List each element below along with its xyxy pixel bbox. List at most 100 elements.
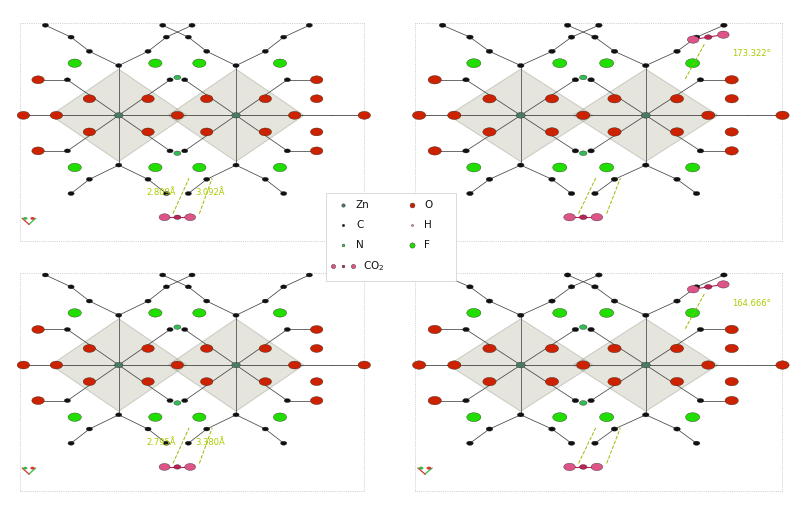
- Circle shape: [466, 413, 481, 422]
- Circle shape: [83, 344, 96, 353]
- Circle shape: [686, 413, 700, 422]
- Text: Zn: Zn: [356, 199, 370, 210]
- Circle shape: [419, 217, 424, 220]
- Circle shape: [284, 149, 291, 153]
- Circle shape: [142, 344, 154, 353]
- Circle shape: [697, 149, 704, 153]
- Circle shape: [642, 163, 649, 167]
- Circle shape: [31, 147, 44, 155]
- Circle shape: [553, 413, 567, 422]
- Circle shape: [568, 285, 575, 289]
- Circle shape: [564, 463, 575, 471]
- Circle shape: [115, 413, 122, 417]
- Circle shape: [600, 163, 614, 172]
- Circle shape: [686, 163, 700, 172]
- Circle shape: [83, 378, 96, 386]
- Circle shape: [596, 273, 602, 277]
- Circle shape: [86, 50, 93, 53]
- Circle shape: [592, 35, 598, 39]
- Circle shape: [725, 326, 738, 334]
- Circle shape: [83, 128, 96, 136]
- Circle shape: [148, 309, 162, 317]
- Circle shape: [693, 35, 700, 39]
- Circle shape: [701, 361, 715, 369]
- Circle shape: [462, 78, 470, 82]
- Circle shape: [232, 362, 240, 368]
- Circle shape: [486, 49, 493, 54]
- Text: 2.809Å: 2.809Å: [146, 188, 176, 197]
- Circle shape: [23, 467, 27, 470]
- Circle shape: [274, 164, 286, 172]
- Circle shape: [50, 111, 63, 119]
- Circle shape: [23, 217, 27, 220]
- Circle shape: [200, 95, 213, 103]
- Circle shape: [174, 75, 181, 80]
- Circle shape: [553, 163, 567, 172]
- Circle shape: [671, 128, 684, 136]
- Circle shape: [717, 31, 730, 38]
- Circle shape: [193, 309, 206, 317]
- Circle shape: [115, 313, 122, 317]
- Circle shape: [462, 149, 470, 153]
- Circle shape: [725, 397, 738, 405]
- Circle shape: [516, 112, 525, 118]
- Circle shape: [182, 399, 188, 403]
- Polygon shape: [168, 69, 303, 161]
- Circle shape: [721, 273, 727, 277]
- Circle shape: [572, 78, 579, 82]
- Circle shape: [439, 273, 446, 277]
- Circle shape: [579, 151, 587, 156]
- Circle shape: [564, 214, 575, 221]
- Circle shape: [642, 63, 649, 67]
- Circle shape: [262, 299, 269, 303]
- Circle shape: [167, 78, 174, 82]
- Circle shape: [358, 361, 370, 369]
- Circle shape: [483, 378, 496, 386]
- Polygon shape: [574, 69, 718, 161]
- Circle shape: [642, 313, 649, 317]
- Circle shape: [725, 95, 738, 103]
- Circle shape: [17, 111, 30, 119]
- Circle shape: [553, 59, 567, 67]
- Circle shape: [427, 217, 431, 220]
- Circle shape: [466, 285, 473, 289]
- Circle shape: [68, 35, 74, 39]
- Circle shape: [160, 273, 165, 277]
- Circle shape: [281, 442, 286, 445]
- Circle shape: [688, 286, 699, 293]
- Circle shape: [674, 177, 680, 181]
- Circle shape: [428, 76, 441, 84]
- Circle shape: [311, 128, 323, 136]
- Circle shape: [68, 413, 82, 422]
- Circle shape: [174, 215, 181, 219]
- Circle shape: [233, 163, 239, 167]
- Circle shape: [693, 285, 700, 289]
- Circle shape: [674, 299, 680, 303]
- Circle shape: [483, 128, 496, 136]
- Circle shape: [115, 362, 123, 368]
- Circle shape: [163, 35, 169, 39]
- Circle shape: [232, 112, 240, 118]
- Circle shape: [186, 285, 191, 289]
- Circle shape: [546, 95, 558, 103]
- Circle shape: [233, 63, 239, 67]
- Circle shape: [592, 285, 598, 289]
- Circle shape: [284, 328, 291, 332]
- Circle shape: [725, 147, 738, 155]
- Circle shape: [203, 299, 210, 303]
- Circle shape: [564, 273, 571, 277]
- Circle shape: [284, 78, 291, 82]
- Circle shape: [412, 361, 426, 369]
- Circle shape: [31, 76, 44, 84]
- Circle shape: [568, 441, 575, 446]
- Circle shape: [466, 192, 473, 196]
- Circle shape: [167, 328, 174, 332]
- Circle shape: [642, 413, 649, 417]
- Circle shape: [693, 192, 700, 196]
- Circle shape: [17, 361, 30, 369]
- Circle shape: [579, 325, 587, 330]
- Circle shape: [564, 23, 571, 28]
- Circle shape: [311, 378, 323, 386]
- Text: 2.795Å: 2.795Å: [146, 437, 176, 447]
- Circle shape: [462, 328, 470, 332]
